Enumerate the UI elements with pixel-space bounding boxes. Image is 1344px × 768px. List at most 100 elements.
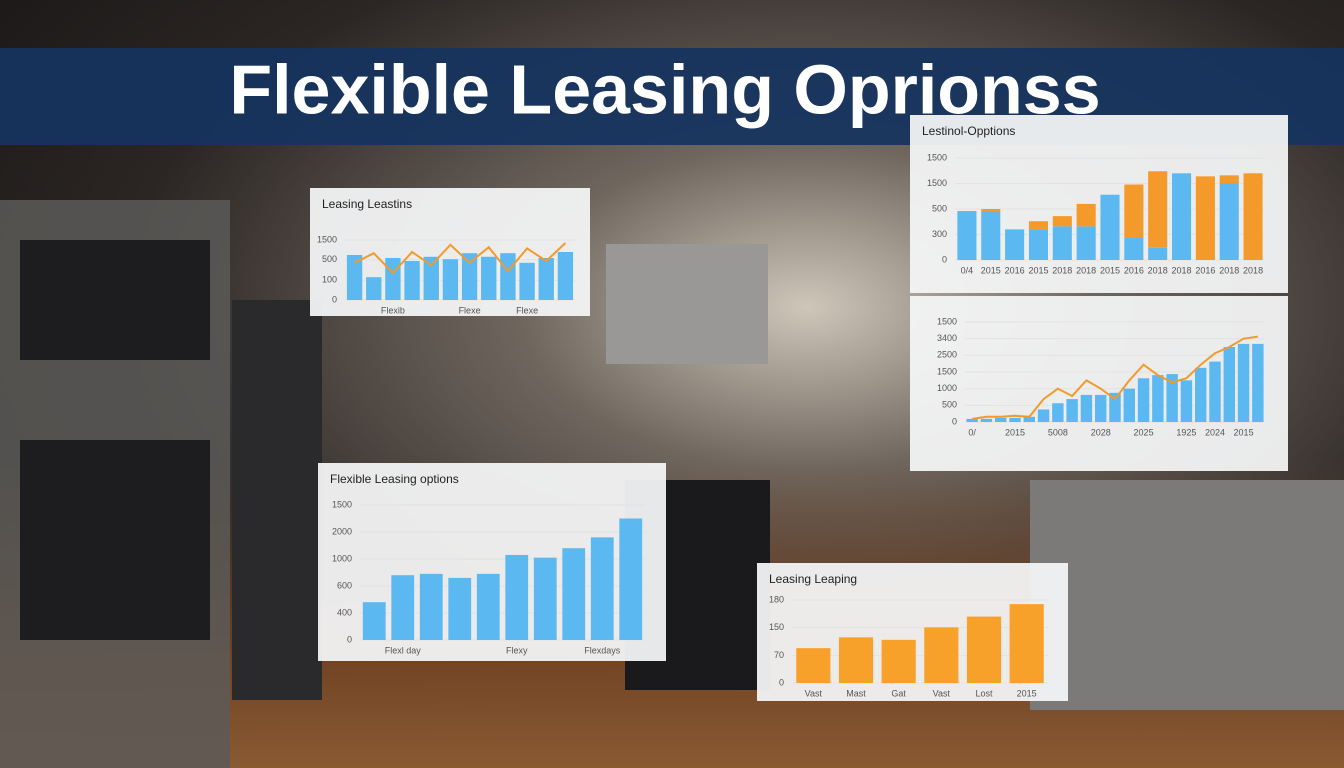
bar: [881, 639, 916, 683]
bar: [1148, 171, 1168, 248]
y-tick-label: 3400: [937, 333, 957, 343]
bar: [966, 616, 1002, 683]
x-tick-label: 0/4: [961, 265, 974, 275]
bar: [1180, 380, 1193, 422]
line: [971, 335, 1259, 420]
bar: [1052, 226, 1072, 260]
bar: [391, 575, 415, 640]
bar: [476, 573, 500, 640]
bar: [1066, 399, 1078, 422]
bar: [1076, 226, 1096, 260]
x-tick-label: 2018: [1172, 265, 1192, 275]
x-tick-label: 5008: [1048, 427, 1068, 437]
bar: [1109, 392, 1121, 422]
x-tick-label: 2018: [1052, 265, 1072, 275]
y-tick-label: 1500: [927, 152, 947, 162]
bar: [557, 252, 574, 300]
bar: [1223, 347, 1235, 422]
bar: [1243, 173, 1263, 260]
y-tick-label: 1000: [332, 553, 352, 563]
bar: [924, 627, 959, 683]
x-tick-label: 2018: [1076, 265, 1096, 275]
x-tick-label: 2015: [1005, 427, 1025, 437]
bar: [590, 537, 614, 640]
fridge: [232, 300, 322, 700]
bar: [505, 554, 529, 640]
bar: [1023, 416, 1035, 422]
bar: [619, 518, 643, 640]
x-tick-label: 0/: [968, 427, 976, 437]
bar: [1219, 183, 1239, 260]
bar: [346, 255, 363, 300]
y-tick-label: 2000: [332, 526, 352, 536]
bar: [1124, 184, 1144, 238]
bar: [481, 256, 497, 300]
hood: [606, 244, 768, 364]
bar: [981, 209, 1001, 212]
y-tick-label: 1500: [937, 316, 957, 326]
y-tick-label: 2500: [937, 350, 957, 360]
line: [354, 242, 567, 275]
bar: [1152, 375, 1164, 422]
chart-title: Leasing Leastins: [322, 197, 412, 211]
x-tick-label: Mast: [846, 688, 866, 698]
x-tick-label: Lost: [975, 688, 993, 698]
x-tick-label: Vast: [805, 688, 823, 698]
x-tick-label: Vast: [933, 688, 951, 698]
x-tick-label: 2015: [981, 265, 1001, 275]
bar: [1080, 394, 1093, 422]
y-tick-label: 1500: [937, 366, 957, 376]
x-tick-label: 2018: [1219, 265, 1239, 275]
oven-window: [20, 440, 210, 640]
bar: [1166, 374, 1178, 422]
x-tick-label: 2015: [1234, 427, 1254, 437]
bar: [1052, 403, 1064, 422]
bar: [1209, 361, 1221, 422]
bar: [1052, 216, 1072, 227]
x-tick-label: Flexib: [381, 305, 405, 315]
bar: [448, 577, 472, 640]
x-tick-label: 2016: [1124, 265, 1144, 275]
y-tick-label: 0: [332, 294, 337, 304]
bar: [966, 418, 978, 422]
y-tick-label: 0: [347, 634, 352, 644]
x-tick-label: 2015: [1028, 265, 1048, 275]
y-tick-label: 600: [337, 580, 352, 590]
x-tick-label: 2016: [1005, 265, 1025, 275]
bar: [404, 261, 420, 300]
bar: [362, 602, 386, 640]
y-tick-label: 70: [774, 650, 784, 660]
bar: [419, 573, 443, 640]
y-tick-label: 180: [769, 594, 784, 604]
oven-window: [20, 240, 210, 360]
bar: [1076, 203, 1096, 227]
bar: [1148, 247, 1168, 260]
bar: [995, 417, 1007, 422]
y-tick-label: 0: [952, 416, 957, 426]
bar: [519, 262, 535, 300]
bar: [385, 258, 401, 300]
bar: [796, 648, 831, 683]
bar: [1095, 394, 1107, 422]
bar: [1028, 221, 1048, 230]
y-tick-label: 100: [322, 275, 337, 285]
y-tick-label: 500: [932, 203, 947, 213]
x-tick-label: 2028: [1091, 427, 1111, 437]
bar: [1028, 229, 1048, 260]
y-tick-label: 1500: [332, 499, 352, 509]
bar: [1137, 378, 1150, 422]
bar: [1172, 173, 1192, 260]
bar: [1009, 417, 1021, 422]
bar: [538, 258, 554, 300]
bar: [533, 557, 557, 640]
x-tick-label: 1925: [1176, 427, 1196, 437]
bar: [957, 211, 977, 260]
x-tick-label: 2025: [1134, 427, 1154, 437]
bar: [500, 253, 516, 300]
x-tick-label: 2018: [1148, 265, 1168, 275]
x-tick-label: 2016: [1195, 265, 1215, 275]
bar: [366, 277, 382, 300]
bar: [562, 548, 586, 640]
bar: [1195, 367, 1207, 422]
